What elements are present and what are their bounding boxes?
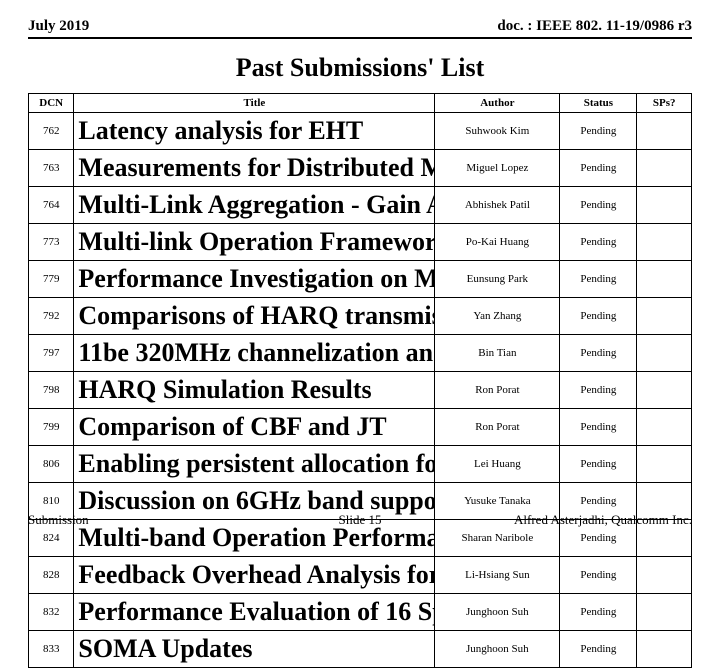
submissions-table: DCN Title Author Status SPs? 762Latency … [28,93,692,668]
cell-author: Miguel Lopez [435,150,560,187]
cell-author: Junghoon Suh [435,594,560,631]
cell-title: Performance Investigation on Multi-AP Tr… [74,261,435,298]
cell-status: Pending [560,409,637,446]
cell-sps [637,631,692,668]
cell-title: Performance Evaluation of 16 Spatial Str… [74,594,435,631]
cell-dcn: 806 [29,446,74,483]
cell-sps [637,224,692,261]
footer-center: Slide 15 [28,512,692,528]
cell-dcn: 762 [29,113,74,150]
cell-sps [637,372,692,409]
cell-title: Feedback Overhead Analysis for 16 Spatia… [74,557,435,594]
table-row: 799Comparison of CBF and JTRon PoratPend… [29,409,692,446]
cell-status: Pending [560,446,637,483]
table-row: 798HARQ Simulation ResultsRon PoratPendi… [29,372,692,409]
cell-sps [637,298,692,335]
cell-dcn: 832 [29,594,74,631]
cell-sps [637,150,692,187]
col-status: Status [560,94,637,113]
table-row: 792Comparisons of HARQ transmission sche… [29,298,692,335]
cell-dcn: 764 [29,187,74,224]
cell-status: Pending [560,150,637,187]
cell-author: Yan Zhang [435,298,560,335]
cell-status: Pending [560,261,637,298]
cell-sps [637,557,692,594]
cell-author: Eunsung Park [435,261,560,298]
cell-title: HARQ Simulation Results [74,372,435,409]
header-docid: doc. : IEEE 802. 11-19/0986 r3 [497,18,692,35]
cell-status: Pending [560,372,637,409]
cell-status: Pending [560,187,637,224]
cell-author: Abhishek Patil [435,187,560,224]
cell-title: Comparisons of HARQ transmission schemes… [74,298,435,335]
cell-dcn: 798 [29,372,74,409]
col-title: Title [74,94,435,113]
table-row: 779Performance Investigation on Multi-AP… [29,261,692,298]
cell-author: Lei Huang [435,446,560,483]
page-title: Past Submissions' List [28,53,692,83]
cell-dcn: 773 [29,224,74,261]
cell-sps [637,446,692,483]
table-row: 79711be 320MHz channelization and tone p… [29,335,692,372]
cell-status: Pending [560,113,637,150]
cell-author: Junghoon Suh [435,631,560,668]
cell-status: Pending [560,335,637,372]
cell-author: Ron Porat [435,409,560,446]
cell-title: Measurements for Distributed MU-MIMO [74,150,435,187]
cell-dcn: 779 [29,261,74,298]
cell-status: Pending [560,224,637,261]
cell-author: Bin Tian [435,335,560,372]
cell-status: Pending [560,557,637,594]
cell-sps [637,594,692,631]
cell-author: Ron Porat [435,372,560,409]
table-row: 764Multi-Link Aggregation - Gain Analysi… [29,187,692,224]
table-row: 763Measurements for Distributed MU-MIMOM… [29,150,692,187]
cell-title: Enabling persistent allocation for EHT [74,446,435,483]
table-row: 806Enabling persistent allocation for EH… [29,446,692,483]
table-row: 833SOMA UpdatesJunghoon SuhPending [29,631,692,668]
cell-sps [637,261,692,298]
cell-title: SOMA Updates [74,631,435,668]
cell-author: Suhwook Kim [435,113,560,150]
table-row: 773Multi-link Operation FrameworkPo-Kai … [29,224,692,261]
table-row: 762Latency analysis for EHTSuhwook KimPe… [29,113,692,150]
cell-sps [637,187,692,224]
cell-title: 11be 320MHz channelization and tone plan [74,335,435,372]
footer: Submission Slide 15 Alfred Asterjadhi, Q… [28,512,692,528]
cell-dcn: 828 [29,557,74,594]
cell-author: Li-Hsiang Sun [435,557,560,594]
cell-sps [637,335,692,372]
cell-dcn: 792 [29,298,74,335]
header-date: July 2019 [28,18,89,35]
col-author: Author [435,94,560,113]
cell-title: Multi-link Operation Framework [74,224,435,261]
cell-status: Pending [560,298,637,335]
cell-title: Comparison of CBF and JT [74,409,435,446]
cell-author: Po-Kai Huang [435,224,560,261]
cell-sps [637,409,692,446]
table-row: 828Feedback Overhead Analysis for 16 Spa… [29,557,692,594]
table-header-row: DCN Title Author Status SPs? [29,94,692,113]
cell-status: Pending [560,631,637,668]
cell-dcn: 799 [29,409,74,446]
cell-status: Pending [560,594,637,631]
cell-title: Multi-Link Aggregation - Gain Analysis [74,187,435,224]
table-row: 832Performance Evaluation of 16 Spatial … [29,594,692,631]
header-row: July 2019 doc. : IEEE 802. 11-19/0986 r3 [28,18,692,39]
col-dcn: DCN [29,94,74,113]
cell-dcn: 797 [29,335,74,372]
cell-sps [637,113,692,150]
col-sps: SPs? [637,94,692,113]
cell-dcn: 763 [29,150,74,187]
cell-title: Latency analysis for EHT [74,113,435,150]
cell-dcn: 833 [29,631,74,668]
